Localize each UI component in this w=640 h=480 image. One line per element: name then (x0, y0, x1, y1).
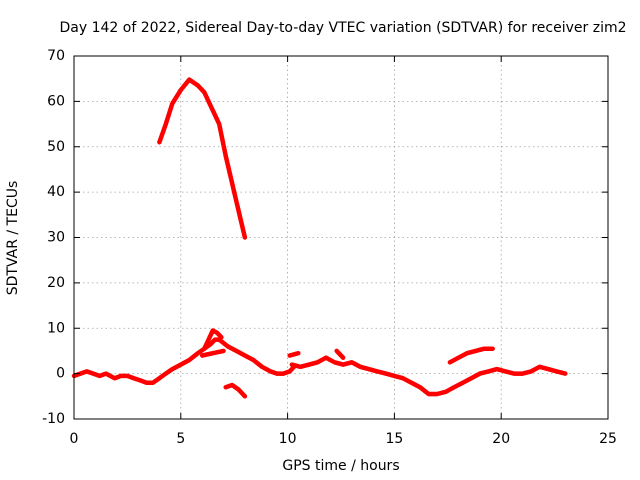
series-jitter-arc-bump (335, 351, 344, 360)
axis-ticks (73, 55, 609, 420)
series-line-arc-late (447, 346, 495, 365)
x-tick-label: 20 (492, 431, 510, 447)
series-jitter-arc-branch (201, 351, 225, 358)
x-tick-label: 5 (176, 431, 185, 447)
series-jitter-arc-main-1 (73, 340, 295, 385)
x-axis-label: GPS time / hours (282, 458, 399, 474)
y-tick-label: 30 (47, 230, 65, 246)
series-line-arc-bump (334, 348, 346, 360)
series-line-arc-short (287, 350, 301, 358)
x-tick-label: 10 (279, 431, 297, 447)
series-line-arc-spike (202, 328, 224, 351)
series-jitter-arc-main-2 (291, 358, 567, 397)
series-line-arc-branch (199, 348, 226, 358)
series-jitter-arc-low (224, 385, 246, 399)
grid-lines (74, 56, 608, 419)
y-tick-label: -10 (42, 411, 65, 427)
series-line-arc-main-2 (289, 355, 568, 397)
series-jitter-arc-high (158, 80, 246, 240)
series-line-arc-low (223, 382, 248, 399)
y-tick-label: 0 (56, 366, 65, 382)
x-tick-label: 25 (599, 431, 617, 447)
series-jitter-arc-late (449, 349, 494, 365)
y-tick-label: 40 (47, 184, 65, 200)
y-tick-label: 50 (47, 139, 65, 155)
y-tick-label: 20 (47, 275, 65, 291)
series-layer (71, 77, 568, 399)
series-line-arc-main-1 (71, 337, 297, 385)
y-tick-label: 10 (47, 320, 65, 336)
x-tick-label: 15 (385, 431, 403, 447)
y-axis-label: SDTVAR / TECUs (5, 181, 21, 296)
x-tick-label: 0 (70, 431, 79, 447)
series-jitter-arc-spike (203, 331, 223, 351)
y-tick-label: 60 (47, 93, 65, 109)
chart-title: Day 142 of 2022, Sidereal Day-to-day VTE… (60, 20, 627, 36)
series-jitter-arc-short (288, 353, 300, 358)
tick-labels: -10 0 10 20 30 40 50 60 70 0 5 10 15 20 25 (42, 48, 617, 447)
y-tick-label: 70 (47, 48, 65, 64)
series-line-arc-high (157, 77, 248, 240)
